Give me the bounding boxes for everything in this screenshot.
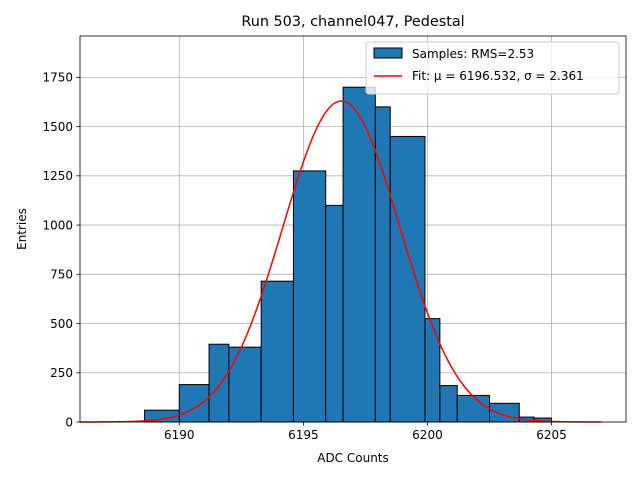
- legend: Samples: RMS=2.53 Fit: μ = 6196.532, σ =…: [365, 41, 620, 95]
- plot-frame: [79, 35, 627, 423]
- gaussian-fit-curve: [80, 100, 602, 423]
- y-axis-ticks: 0 250 500 750 1000 1250 1500 1750: [42, 71, 80, 429]
- histogram-bar: [389, 135, 426, 423]
- histogram-bar: [342, 86, 376, 423]
- histogram-bar: [178, 384, 210, 423]
- histogram-bar: [325, 204, 344, 423]
- x-axis-label: ADC Counts: [317, 451, 389, 465]
- histogram-bar: [424, 318, 441, 423]
- legend-samples-swatch: [373, 47, 403, 59]
- histogram-bar: [439, 385, 458, 423]
- y-tick-label: 1500: [42, 120, 73, 134]
- chart-title: Run 503, channel047, Pedestal: [241, 14, 464, 30]
- histogram-bars: [144, 86, 553, 423]
- histogram-bar: [208, 343, 230, 423]
- y-tick-label: 1000: [42, 218, 73, 232]
- y-axis-label: Entries: [15, 208, 29, 250]
- histogram-bar: [292, 170, 327, 423]
- y-tick-label: 1250: [42, 169, 73, 183]
- histogram-bar: [489, 402, 520, 423]
- histogram-bar: [456, 394, 490, 423]
- y-tick-label: 1750: [42, 71, 73, 85]
- y-tick-label: 500: [50, 317, 73, 331]
- x-tick-label: 6200: [412, 428, 443, 442]
- x-axis-ticks: 6190 6195 6200 6205: [164, 422, 567, 442]
- histogram-bar: [228, 346, 262, 423]
- histogram-bar: [260, 280, 294, 423]
- y-tick-label: 750: [50, 268, 73, 282]
- x-tick-label: 6205: [536, 428, 567, 442]
- legend-box: [365, 41, 620, 95]
- legend-samples-label: Samples: RMS=2.53: [412, 47, 534, 61]
- y-tick-label: 0: [65, 415, 73, 429]
- histogram-bar: [374, 106, 391, 423]
- x-tick-label: 6190: [164, 428, 195, 442]
- x-tick-label: 6195: [288, 428, 319, 442]
- y-tick-label: 250: [50, 366, 73, 380]
- legend-fit-label: Fit: μ = 6196.532, σ = 2.361: [412, 69, 584, 83]
